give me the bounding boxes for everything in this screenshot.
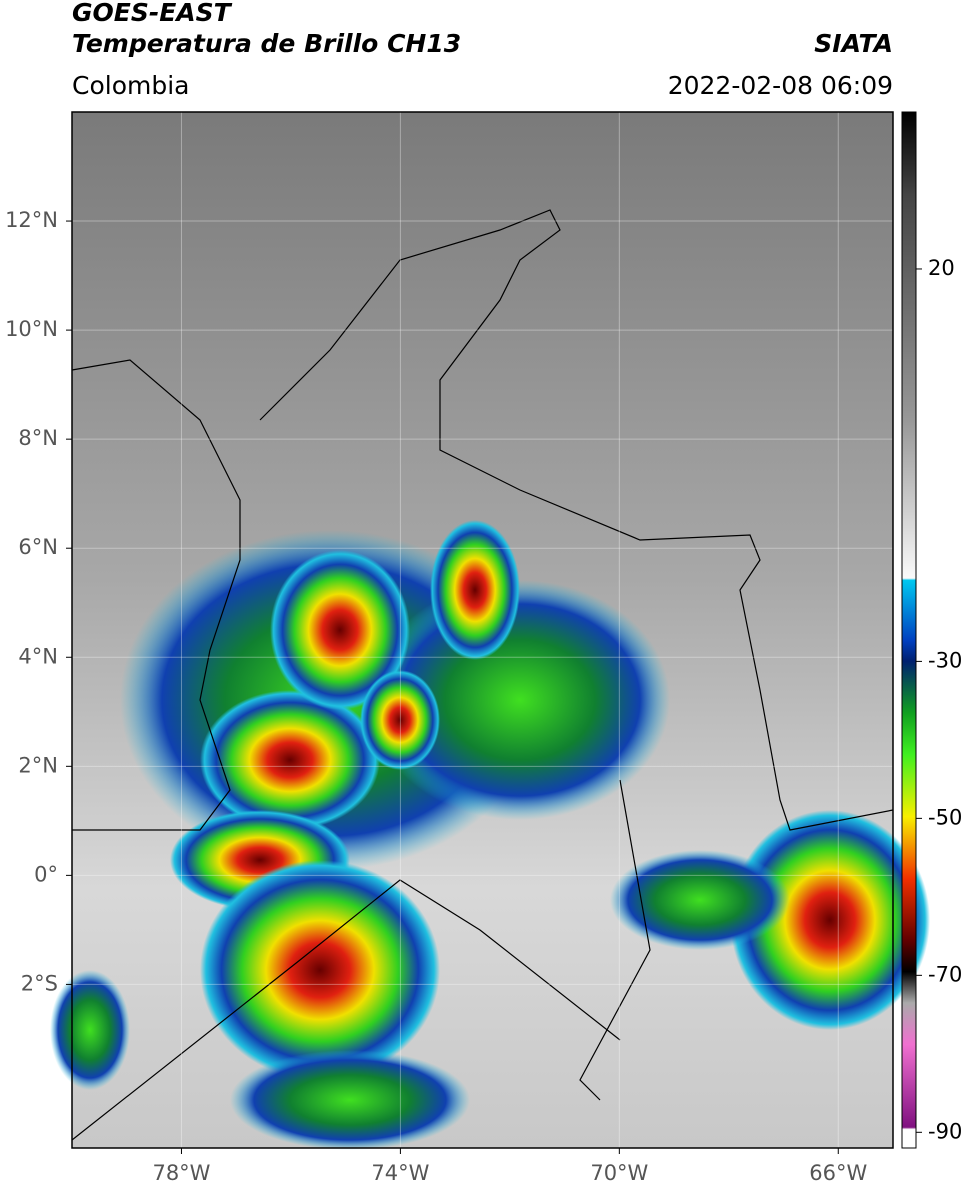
colorbar-label: 20 [928, 256, 955, 280]
x-tick-label: 66°W [809, 1161, 867, 1185]
colorbar-label: -50 [928, 805, 962, 829]
y-tick-label: 2°N [18, 753, 58, 777]
colorbar-label: -30 [928, 648, 962, 672]
x-tick-label: 74°W [371, 1161, 429, 1185]
colorbar-label: -90 [928, 1119, 962, 1143]
colorbar [901, 111, 917, 1149]
y-tick-label: 10°N [5, 317, 58, 341]
colorbar-label: -70 [928, 962, 962, 986]
subtitle: Temperatura de Brillo CH13 [72, 29, 461, 58]
x-tick-label: 70°W [590, 1161, 648, 1185]
y-tick-label: 4°N [18, 644, 58, 668]
source: SIATA [814, 29, 893, 58]
region: Colombia [72, 71, 189, 100]
y-tick-label: 2°S [21, 971, 58, 995]
y-tick-label: 12°N [5, 208, 58, 232]
y-tick-label: 0° [34, 862, 58, 886]
x-tick-label: 78°W [152, 1161, 210, 1185]
satellite-image [50, 112, 930, 1150]
title: GOES-EAST [72, 0, 233, 27]
y-tick-label: 6°N [18, 535, 58, 559]
map-frame [71, 111, 894, 1149]
timestamp: 2022-02-08 06:09 [668, 71, 893, 100]
y-tick-label: 8°N [18, 426, 58, 450]
